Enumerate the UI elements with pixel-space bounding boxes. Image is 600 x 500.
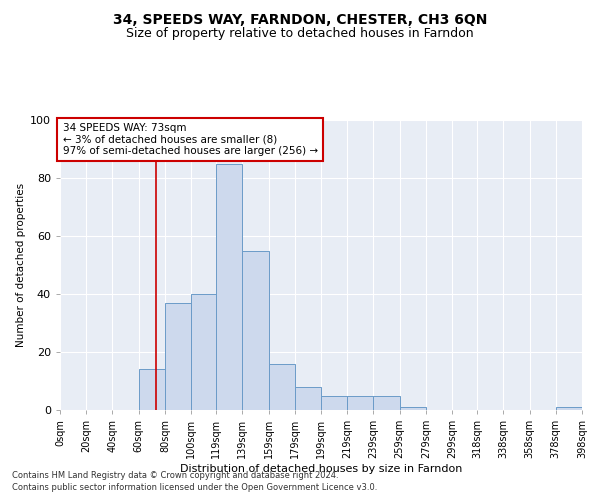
Text: Contains HM Land Registry data © Crown copyright and database right 2024.: Contains HM Land Registry data © Crown c… xyxy=(12,471,338,480)
Text: 34 SPEEDS WAY: 73sqm
← 3% of detached houses are smaller (8)
97% of semi-detache: 34 SPEEDS WAY: 73sqm ← 3% of detached ho… xyxy=(62,123,318,156)
X-axis label: Distribution of detached houses by size in Farndon: Distribution of detached houses by size … xyxy=(180,464,462,474)
Text: 34, SPEEDS WAY, FARNDON, CHESTER, CH3 6QN: 34, SPEEDS WAY, FARNDON, CHESTER, CH3 6Q… xyxy=(113,12,487,26)
Bar xyxy=(242,250,269,410)
Bar xyxy=(165,302,191,410)
Bar xyxy=(347,396,373,410)
Bar xyxy=(400,407,426,410)
Bar xyxy=(373,396,400,410)
Bar xyxy=(191,294,216,410)
Bar xyxy=(139,370,165,410)
Y-axis label: Number of detached properties: Number of detached properties xyxy=(16,183,26,347)
Bar xyxy=(321,396,347,410)
Bar xyxy=(269,364,295,410)
Bar xyxy=(556,407,582,410)
Bar xyxy=(216,164,242,410)
Text: Size of property relative to detached houses in Farndon: Size of property relative to detached ho… xyxy=(126,28,474,40)
Text: Contains public sector information licensed under the Open Government Licence v3: Contains public sector information licen… xyxy=(12,484,377,492)
Bar xyxy=(295,387,321,410)
